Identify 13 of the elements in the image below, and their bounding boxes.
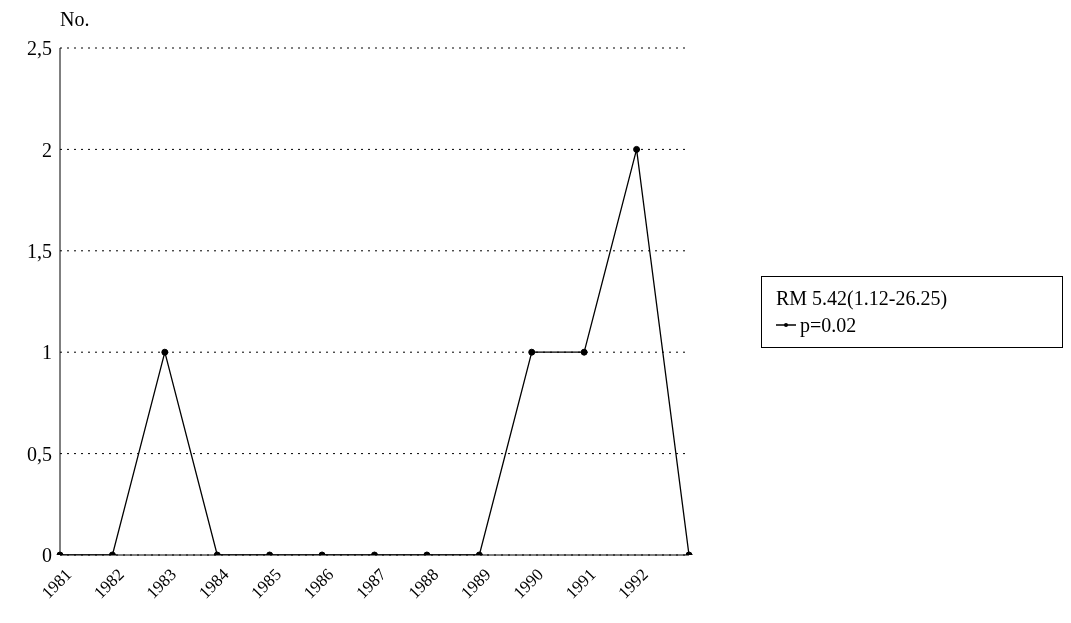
point bbox=[633, 145, 641, 153]
y-axis-title: No. bbox=[60, 8, 90, 31]
y-tick-label: 0,5 bbox=[27, 442, 52, 465]
point bbox=[580, 348, 588, 356]
y-tick-label: 0 bbox=[42, 544, 52, 567]
y-tick-label: 1,5 bbox=[27, 239, 52, 262]
point bbox=[528, 348, 536, 356]
y-tick-label: 1 bbox=[42, 341, 52, 364]
y-tick-label: 2 bbox=[42, 138, 52, 161]
legend-title: RM 5.42(1.12-26.25) bbox=[776, 286, 949, 310]
y-tick-label: 2,5 bbox=[27, 37, 52, 60]
point bbox=[161, 348, 169, 356]
legend-label: p=0.02 bbox=[800, 313, 857, 337]
